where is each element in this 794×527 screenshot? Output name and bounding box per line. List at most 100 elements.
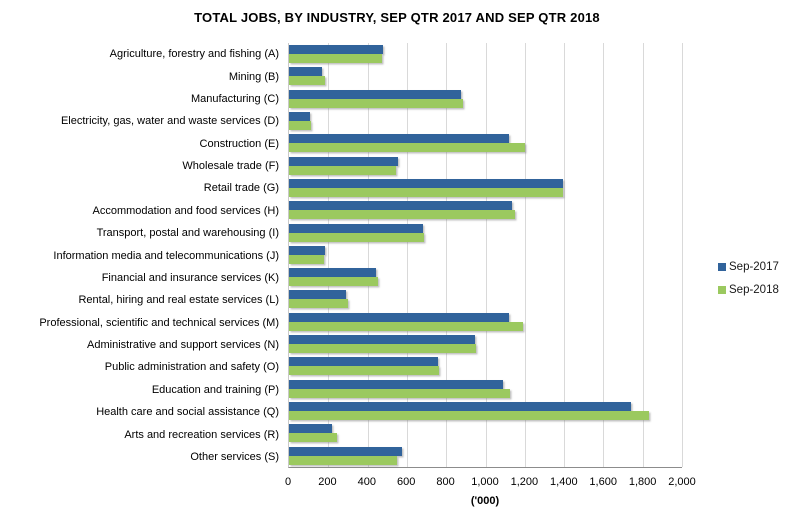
x-tick-label: 0 xyxy=(284,476,292,488)
bar-sep-2017 xyxy=(289,268,377,278)
bar-sep-2018 xyxy=(289,210,515,220)
bar-sep-2018 xyxy=(289,98,463,108)
bar-row xyxy=(289,177,682,199)
bar-sep-2017 xyxy=(289,335,475,345)
bar-sep-2018 xyxy=(289,232,424,242)
x-tick-label: 800 xyxy=(436,476,455,488)
bar-row xyxy=(289,288,682,310)
bar-sep-2017 xyxy=(289,134,510,144)
legend-swatch-icon xyxy=(718,286,726,294)
x-tick-label: 1,400 xyxy=(550,476,578,488)
bar-sep-2017 xyxy=(289,111,310,121)
bar-sep-2017 xyxy=(289,357,439,367)
bar-row xyxy=(289,244,682,266)
category-label: Education and training (P) xyxy=(151,383,279,396)
gridline xyxy=(564,43,566,467)
category-label: Administrative and support services (N) xyxy=(87,339,279,352)
bar-sep-2017 xyxy=(289,446,402,456)
bar-sep-2017 xyxy=(289,312,510,322)
bar-sep-2018 xyxy=(289,165,397,175)
gridline xyxy=(367,43,369,467)
bar-sep-2018 xyxy=(289,433,338,443)
bar-row xyxy=(289,266,682,288)
bar-sep-2018 xyxy=(289,254,325,264)
category-label: Manufacturing (C) xyxy=(190,92,279,105)
gridline xyxy=(603,43,605,467)
category-label: Financial and insurance services (K) xyxy=(101,271,279,284)
x-tick-label: 1,000 xyxy=(471,476,499,488)
category-label: Construction (E) xyxy=(199,137,279,150)
bar-sep-2017 xyxy=(289,290,346,300)
bar-sep-2017 xyxy=(289,245,326,255)
bar-row xyxy=(289,222,682,244)
category-label: Electricity, gas, water and waste servic… xyxy=(60,115,279,128)
bar-sep-2018 xyxy=(289,411,649,420)
bar-sep-2017 xyxy=(289,424,333,434)
category-axis-labels: Agriculture, forestry and fishing (A) Min… xyxy=(0,43,283,468)
bar-row xyxy=(289,110,682,132)
bar-rows xyxy=(289,43,682,467)
bar-sep-2018 xyxy=(289,76,326,86)
x-tick-label: 1,600 xyxy=(589,476,617,488)
category-label: Public administration and safety (O) xyxy=(104,361,279,374)
gridline xyxy=(328,43,330,467)
x-axis-ticks: 0 200 400 600 800 1,000 1,200 1,400 1,600 1,800 2,… xyxy=(284,476,696,490)
bar-row xyxy=(289,65,682,87)
bar-row xyxy=(289,155,682,177)
bar-sep-2017 xyxy=(289,45,384,54)
category-label: Rental, hiring and real estate services … xyxy=(78,294,279,307)
bar-row xyxy=(289,355,682,377)
category-label: Health care and social assistance (Q) xyxy=(96,406,279,419)
category-label: Information media and telecommunications… xyxy=(53,249,279,262)
legend-label: Sep-2017 xyxy=(729,261,779,273)
category-label: Retail trade (G) xyxy=(203,182,279,195)
bar-sep-2018 xyxy=(289,143,525,153)
gridline xyxy=(524,43,526,467)
category-label: Mining (B) xyxy=(228,70,279,83)
bar-row xyxy=(289,378,682,400)
bar-sep-2018 xyxy=(289,187,564,197)
bar-sep-2017 xyxy=(289,89,461,99)
bar-sep-2017 xyxy=(289,156,399,166)
bar-sep-2018 xyxy=(289,321,523,331)
bar-row xyxy=(289,199,682,221)
bar-row xyxy=(289,400,682,422)
category-label: Wholesale trade (F) xyxy=(182,160,279,173)
bar-row xyxy=(289,311,682,333)
legend: Sep-2017 Sep-2018 xyxy=(718,261,779,296)
bar-row xyxy=(289,132,682,154)
bar-sep-2018 xyxy=(289,120,311,130)
legend-entry: Sep-2018 xyxy=(718,284,779,296)
gridline xyxy=(406,43,408,467)
bar-sep-2018 xyxy=(289,277,379,287)
category-label: Agriculture, forestry and fishing (A) xyxy=(109,48,279,61)
gridline xyxy=(642,43,644,467)
x-tick-label: 200 xyxy=(318,476,337,488)
gridline xyxy=(446,43,448,467)
bar-sep-2017 xyxy=(289,402,631,411)
bar-sep-2018 xyxy=(289,299,348,309)
x-tick-label: 600 xyxy=(397,476,416,488)
category-label: Arts and recreation services (R) xyxy=(124,428,279,441)
bar-sep-2017 xyxy=(289,223,423,233)
bar-row xyxy=(289,445,682,467)
bar-sep-2018 xyxy=(289,54,383,63)
bar-row xyxy=(289,422,682,444)
bar-sep-2017 xyxy=(289,379,504,389)
bar-sep-2018 xyxy=(289,455,398,465)
x-axis-title: ('000) xyxy=(470,495,500,507)
category-label: Professional, scientific and technical s… xyxy=(39,316,279,329)
bar-sep-2017 xyxy=(289,178,564,188)
category-label: Accommodation and food services (H) xyxy=(92,204,279,217)
plot-area xyxy=(288,43,683,468)
category-label: Transport, postal and warehousing (I) xyxy=(96,227,279,240)
legend-swatch-icon xyxy=(718,263,726,271)
legend-label: Sep-2018 xyxy=(729,284,779,296)
bar-row xyxy=(289,43,682,65)
bar-sep-2018 xyxy=(289,366,440,376)
category-label: Other services (S) xyxy=(190,450,279,463)
bar-row xyxy=(289,333,682,355)
x-tick-label: 1,200 xyxy=(510,476,539,488)
bar-sep-2017 xyxy=(289,67,323,77)
x-tick-label: 1,800 xyxy=(628,476,657,488)
